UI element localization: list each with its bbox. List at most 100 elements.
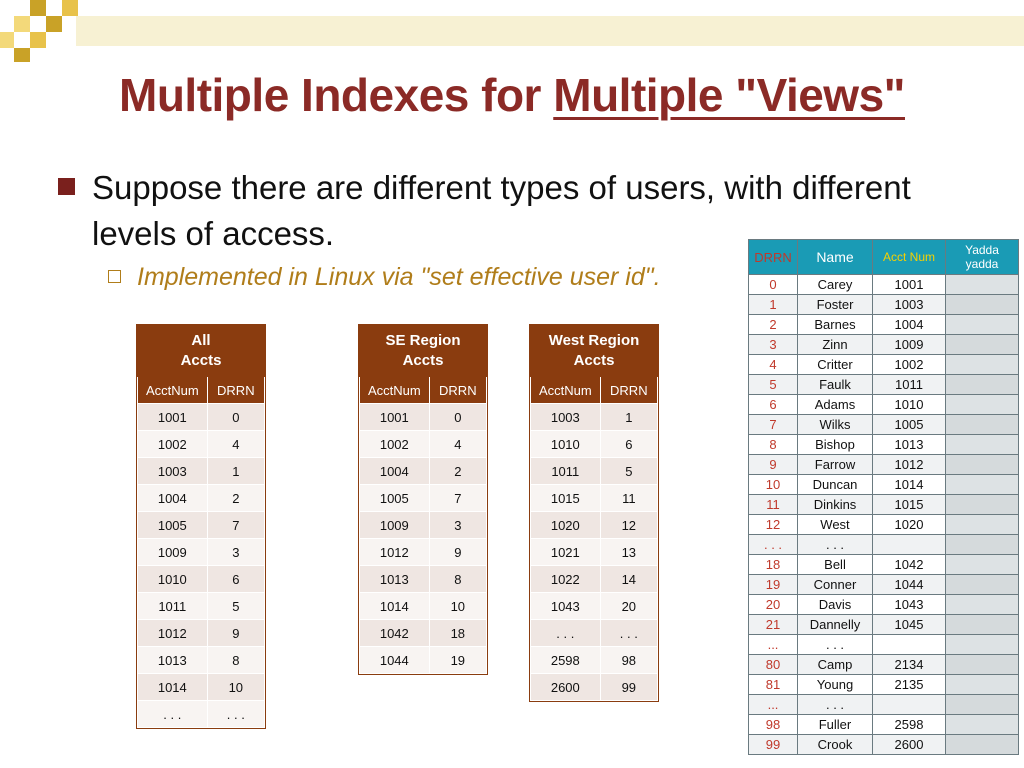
table-row: 6 Adams 1010	[748, 394, 1019, 415]
yadda-cell	[945, 694, 1019, 715]
drrn-cell: 8	[428, 565, 488, 593]
name-cell: . . .	[797, 694, 873, 715]
table-row: 1009 3	[359, 511, 488, 539]
drrn-cell: 8	[748, 434, 798, 455]
header-yadda: Yadda yadda	[945, 239, 1019, 275]
table-row: 8 Bishop 1013	[748, 434, 1019, 455]
drrn-cell: 0	[428, 403, 488, 431]
drrn-cell: 9	[206, 619, 266, 647]
drrn-cell: 12	[599, 511, 659, 539]
header-drrn: DRRN	[428, 376, 488, 404]
acct-num-cell: 1015	[872, 494, 946, 515]
acctnum-cell: 1011	[137, 592, 208, 620]
table-row: 1010 6	[530, 430, 659, 458]
drrn-cell: 9	[428, 538, 488, 566]
index-caption: West Region Accts	[530, 325, 658, 377]
header-acct-num: Acct Num	[872, 239, 946, 275]
yadda-cell	[945, 494, 1019, 515]
table-row: 1001 0	[359, 403, 488, 431]
table-row: 1011 5	[530, 457, 659, 485]
table-row: 1013 8	[137, 646, 266, 674]
index-caption-row: SE Region Accts	[359, 325, 487, 377]
yadda-cell	[945, 614, 1019, 635]
drrn-cell: 20	[748, 594, 798, 615]
acct-num-cell: 1045	[872, 614, 946, 635]
table-row: 1005 7	[137, 511, 266, 539]
table-row: 1002 4	[359, 430, 488, 458]
yadda-cell	[945, 274, 1019, 295]
drrn-cell: 6	[599, 430, 659, 458]
table-row: 1042 18	[359, 619, 488, 647]
table-row: 2598 98	[530, 646, 659, 674]
name-cell: Conner	[797, 574, 873, 595]
index-caption: All Accts	[137, 325, 265, 377]
table-row: 80 Camp 2134	[748, 654, 1019, 675]
acctnum-cell: 1014	[137, 673, 208, 701]
drrn-cell: 4	[206, 430, 266, 458]
name-cell: Young	[797, 674, 873, 695]
yadda-cell	[945, 434, 1019, 455]
table-row: 1005 7	[359, 484, 488, 512]
yadda-cell	[945, 534, 1019, 555]
table-row: 1003 1	[530, 403, 659, 431]
acctnum-cell: 1002	[137, 430, 208, 458]
table-row: 12 West 1020	[748, 514, 1019, 535]
drrn-cell: 11	[748, 494, 798, 515]
acct-num-cell	[872, 694, 946, 715]
drrn-cell: 81	[748, 674, 798, 695]
acctnum-cell: 1042	[359, 619, 430, 647]
index-header-row: AcctNum DRRN	[530, 376, 659, 404]
header-acctnum: AcctNum	[137, 376, 208, 404]
acctnum-cell: 1004	[137, 484, 208, 512]
acctnum-cell: 1013	[359, 565, 430, 593]
table-row: 4 Critter 1002	[748, 354, 1019, 375]
name-cell: . . .	[797, 534, 873, 555]
table-row: 7 Wilks 1005	[748, 414, 1019, 435]
acct-num-cell: 1010	[872, 394, 946, 415]
drrn-cell: 0	[206, 403, 266, 431]
acct-num-cell: 1042	[872, 554, 946, 575]
name-cell: Crook	[797, 734, 873, 755]
yadda-cell	[945, 734, 1019, 755]
table-row: 1002 4	[137, 430, 266, 458]
drrn-cell: 5	[599, 457, 659, 485]
acct-num-cell: 2600	[872, 734, 946, 755]
yadda-cell	[945, 634, 1019, 655]
table-row: 3 Zinn 1009	[748, 334, 1019, 355]
drrn-cell: 1	[748, 294, 798, 315]
table-row: 98 Fuller 2598	[748, 714, 1019, 735]
corner-decoration	[0, 0, 80, 62]
drrn-cell: 18	[428, 619, 488, 647]
table-row: 1004 2	[359, 457, 488, 485]
drrn-cell: 99	[599, 673, 659, 701]
table-row: 1011 5	[137, 592, 266, 620]
acctnum-cell: 1003	[137, 457, 208, 485]
drrn-cell: 98	[599, 646, 659, 674]
yadda-cell	[945, 294, 1019, 315]
name-cell: Wilks	[797, 414, 873, 435]
drrn-cell: 11	[599, 484, 659, 512]
drrn-cell: 3	[428, 511, 488, 539]
drrn-cell: 10	[428, 592, 488, 620]
acctnum-cell: 1002	[359, 430, 430, 458]
square-bullet-icon	[58, 178, 75, 195]
index-caption-row: West Region Accts	[530, 325, 658, 377]
drrn-cell: 14	[599, 565, 659, 593]
drrn-cell: 1	[206, 457, 266, 485]
acct-num-cell: 1011	[872, 374, 946, 395]
table-row: . . .. . .	[748, 534, 1019, 555]
name-cell: Davis	[797, 594, 873, 615]
yadda-cell	[945, 674, 1019, 695]
name-cell: Dannelly	[797, 614, 873, 635]
table-row: 9 Farrow 1012	[748, 454, 1019, 475]
drrn-cell: 2	[206, 484, 266, 512]
acct-num-cell: 1001	[872, 274, 946, 295]
yadda-cell	[945, 454, 1019, 475]
drrn-cell: . . .	[599, 619, 659, 647]
drrn-cell: 12	[748, 514, 798, 535]
header-name: Name	[797, 239, 873, 275]
drrn-cell: 10	[748, 474, 798, 495]
acctnum-cell: 1014	[359, 592, 430, 620]
name-cell: Carey	[797, 274, 873, 295]
sub-bullet-text: Implemented in Linux via "set effective …	[137, 263, 661, 291]
